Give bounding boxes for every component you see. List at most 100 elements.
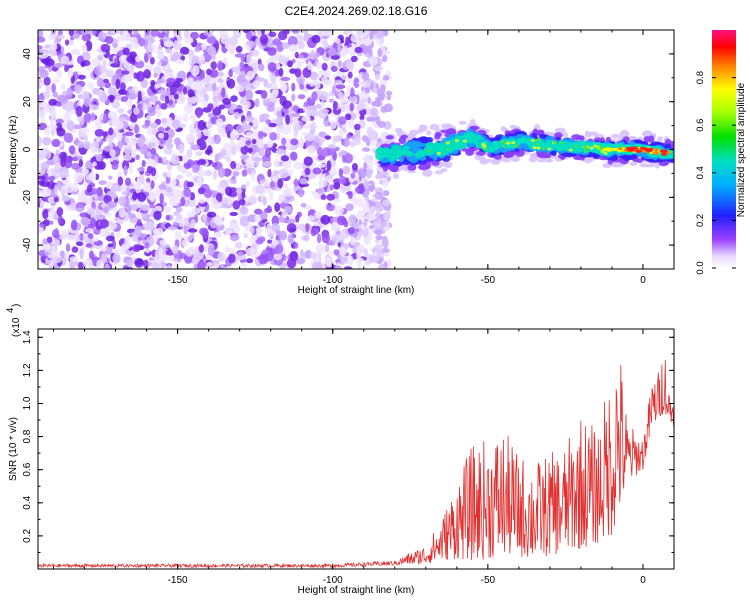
noise-blob xyxy=(144,52,149,63)
noise-blob xyxy=(197,260,206,269)
noise-blob xyxy=(269,180,275,189)
noise-blob xyxy=(79,232,84,241)
noise-blob xyxy=(286,218,296,225)
noise-blob xyxy=(157,132,165,139)
noise-blob xyxy=(348,95,358,106)
noise-blob xyxy=(148,257,155,262)
heatmap-y-tick-label: -40 xyxy=(22,237,33,252)
ridge-blob xyxy=(407,164,417,171)
noise-blob xyxy=(71,48,81,56)
noise-blob xyxy=(211,162,218,168)
noise-blob xyxy=(369,32,374,40)
noise-blob xyxy=(190,31,199,40)
noise-blob xyxy=(238,136,246,148)
noise-blob xyxy=(337,92,345,100)
noise-blob xyxy=(159,193,164,204)
noise-blob xyxy=(103,112,108,124)
ridge-blob xyxy=(456,141,467,150)
noise-blob xyxy=(187,228,198,233)
noise-blob xyxy=(88,171,97,182)
noise-blob xyxy=(290,138,299,146)
noise-blob xyxy=(254,208,263,215)
noise-blob xyxy=(204,220,210,227)
noise-blob xyxy=(309,81,315,87)
noise-blob xyxy=(61,195,70,202)
noise-blob xyxy=(217,251,226,262)
noise-blob xyxy=(307,215,316,222)
noise-blob xyxy=(338,168,344,178)
noise-blob xyxy=(217,127,223,132)
noise-blob xyxy=(326,193,336,201)
ridge-blob xyxy=(491,142,502,149)
noise-blob xyxy=(261,30,265,35)
noise-blob xyxy=(79,212,89,218)
snr-x-tick-label: -50 xyxy=(481,575,496,586)
noise-blob xyxy=(104,263,110,269)
noise-blob xyxy=(252,66,258,75)
noise-blob xyxy=(262,160,272,168)
noise-blob xyxy=(356,102,366,111)
noise-blob xyxy=(239,81,249,87)
noise-blob xyxy=(340,255,346,266)
noise-blob xyxy=(299,249,304,257)
noise-blob xyxy=(294,51,299,59)
ridge-speck xyxy=(481,142,486,146)
noise-blob xyxy=(134,181,142,188)
noise-blob xyxy=(333,198,341,203)
ridge-blob xyxy=(528,156,538,163)
noise-blob xyxy=(134,123,140,134)
ridge-hot-blob xyxy=(660,149,667,153)
noise-blob xyxy=(161,156,168,164)
noise-blob xyxy=(244,104,249,113)
noise-blob xyxy=(309,71,319,81)
noise-blob xyxy=(186,77,194,86)
noise-blob xyxy=(239,216,250,227)
noise-blob xyxy=(117,176,124,186)
noise-blob xyxy=(122,159,130,171)
colorbar-tick-label: 0.2 xyxy=(695,214,706,227)
noise-blob xyxy=(76,140,85,148)
noise-blob xyxy=(346,254,354,266)
noise-blob xyxy=(372,193,381,198)
noise-blob xyxy=(121,70,130,75)
noise-blob xyxy=(48,51,58,55)
noise-blob xyxy=(364,196,370,202)
snr-multiplier-exp: 4 xyxy=(5,308,16,313)
noise-blob xyxy=(269,190,274,201)
ridge-speck xyxy=(559,141,564,145)
noise-blob xyxy=(53,154,59,163)
noise-blob xyxy=(120,135,126,147)
noise-blob xyxy=(267,139,274,148)
noise-blob xyxy=(156,52,165,60)
noise-blob xyxy=(38,30,44,39)
noise-blob xyxy=(241,169,248,177)
noise-blob xyxy=(309,251,317,260)
noise-blob xyxy=(206,261,213,267)
noise-blob xyxy=(232,171,240,177)
noise-blob xyxy=(233,66,240,75)
noise-blob xyxy=(328,166,338,177)
noise-blob xyxy=(381,238,389,248)
noise-blob xyxy=(96,186,103,197)
noise-blob xyxy=(363,161,368,169)
noise-blob xyxy=(301,131,308,136)
noise-blob xyxy=(207,112,215,119)
snr-multiplier-base: (x10 xyxy=(11,317,22,337)
noise-blob xyxy=(158,30,163,33)
noise-blob xyxy=(374,97,385,102)
noise-blob xyxy=(386,95,392,101)
noise-blob xyxy=(214,217,219,223)
ridge-blob xyxy=(629,162,638,166)
noise-blob xyxy=(174,259,179,269)
noise-blob xyxy=(347,191,353,200)
noise-blob xyxy=(72,181,79,192)
noise-blob xyxy=(54,228,59,237)
noise-blob xyxy=(374,239,381,244)
noise-blob xyxy=(187,89,195,98)
noise-blob xyxy=(69,259,76,269)
noise-blob xyxy=(105,235,115,242)
noise-blob xyxy=(245,140,252,146)
noise-blob xyxy=(204,149,212,155)
noise-blob xyxy=(100,252,107,264)
noise-blob xyxy=(321,108,329,114)
